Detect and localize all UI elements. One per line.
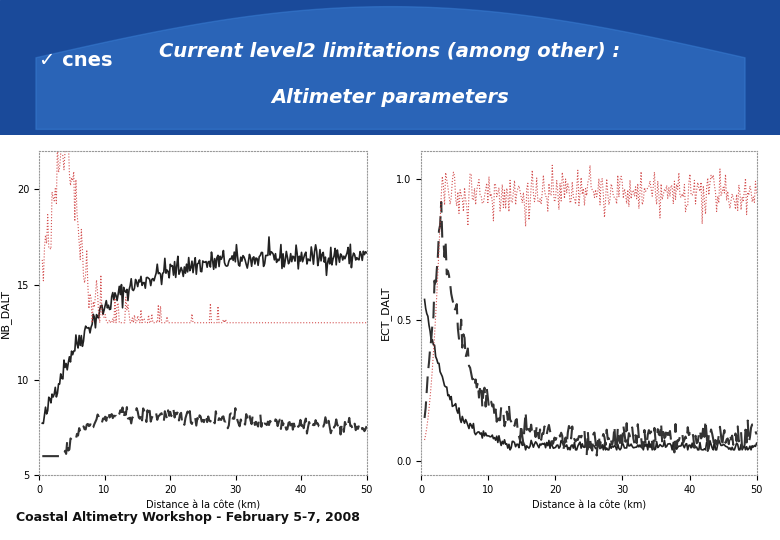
Y-axis label: NB_DALT: NB_DALT [1, 289, 12, 338]
Text: ✓ cnes: ✓ cnes [39, 51, 112, 70]
Text: Current level2 limitations (among other) :: Current level2 limitations (among other)… [159, 42, 621, 61]
Text: Coastal Altimetry Workshop - February 5-7, 2008: Coastal Altimetry Workshop - February 5-… [16, 511, 360, 524]
X-axis label: Distance à la côte (km): Distance à la côte (km) [146, 501, 260, 510]
Y-axis label: ECT_DALT: ECT_DALT [380, 286, 391, 340]
X-axis label: Distance à la côte (km): Distance à la côte (km) [532, 501, 646, 510]
Text: Altimeter parameters: Altimeter parameters [271, 87, 509, 107]
